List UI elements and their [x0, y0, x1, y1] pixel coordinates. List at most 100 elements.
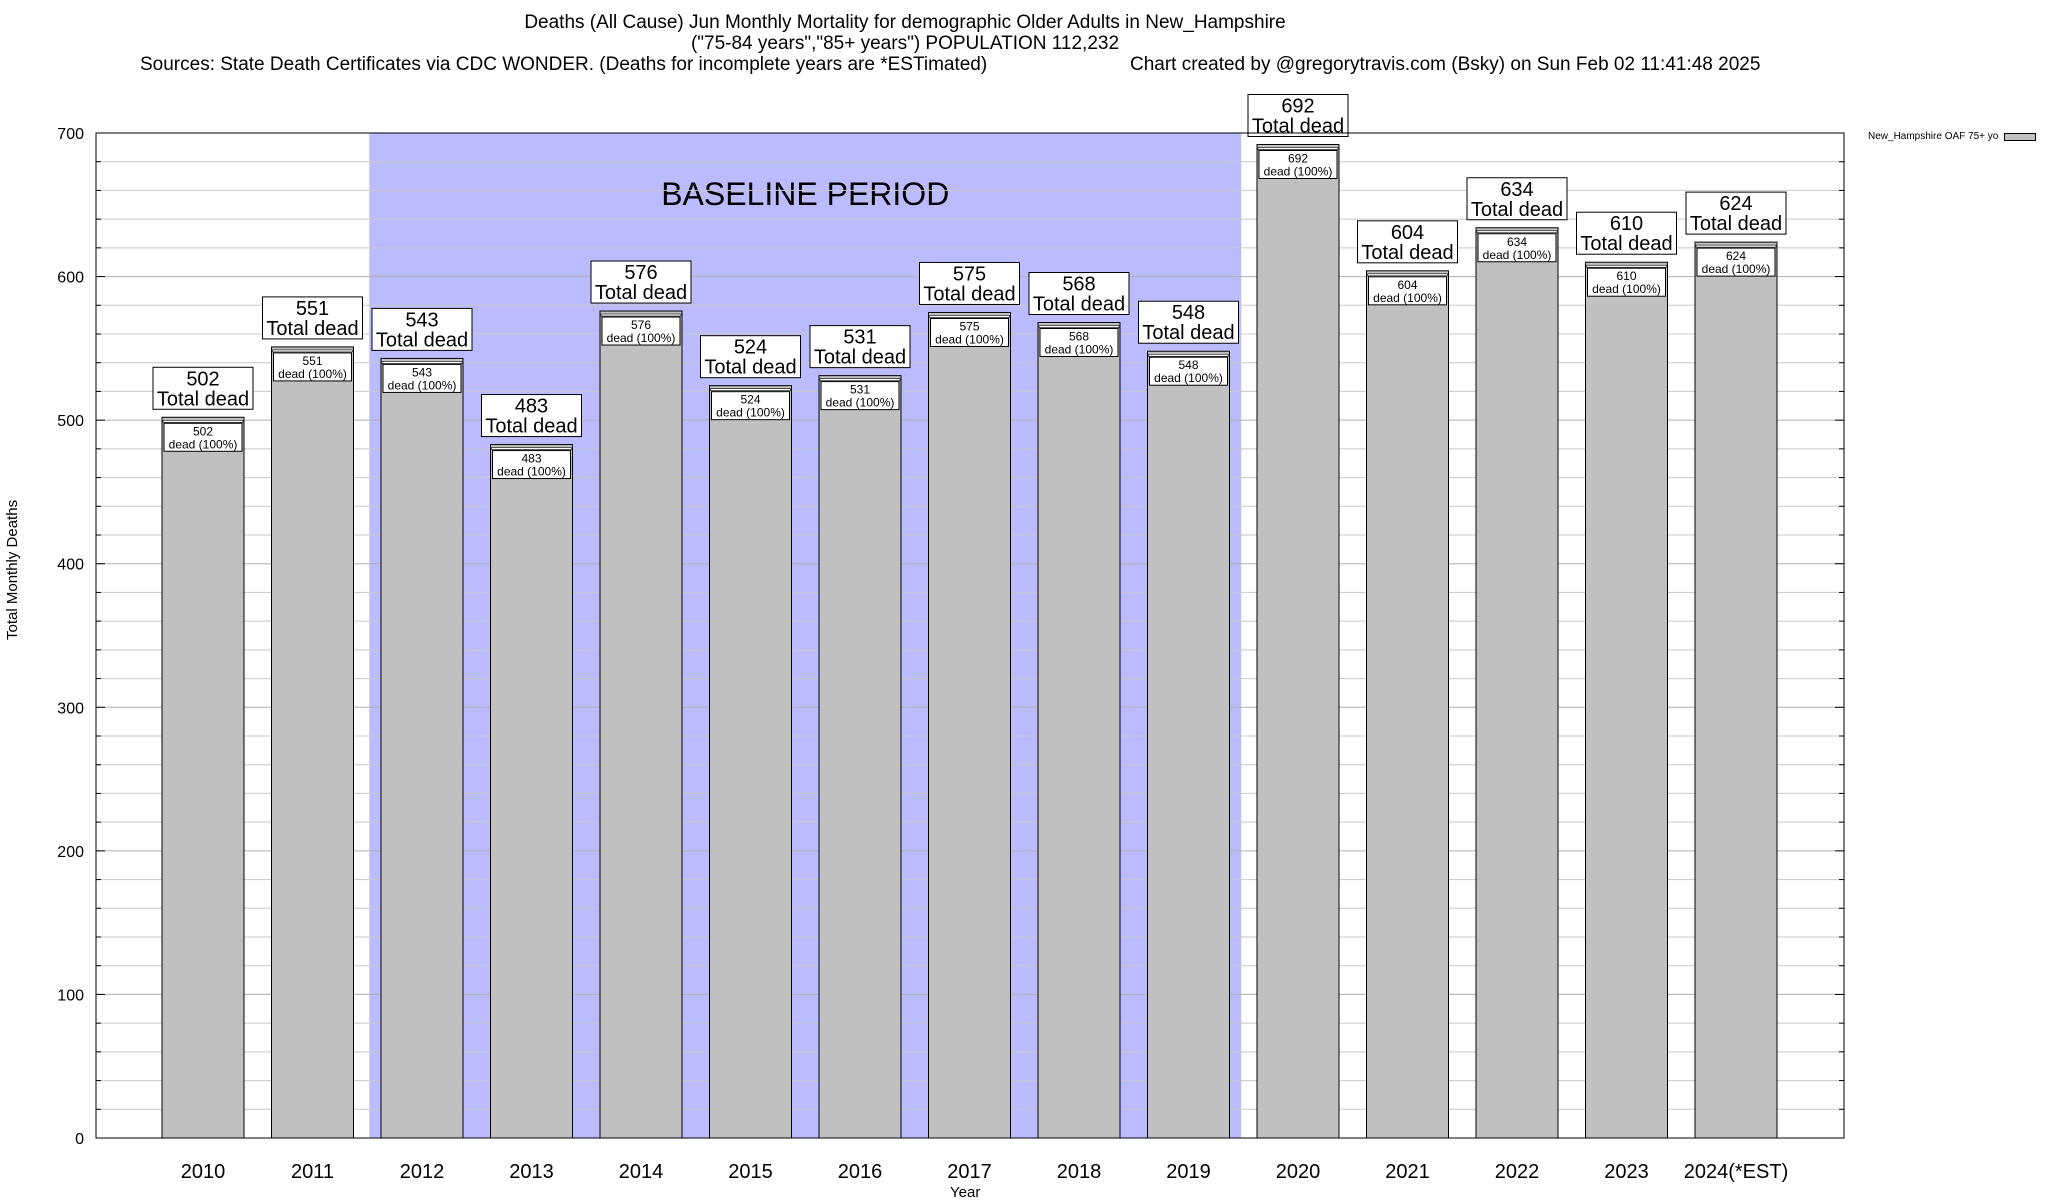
bar-value-label: 551 [296, 298, 329, 320]
bar [1256, 143, 1340, 1139]
bar-total-dead-label: Total dead [1252, 115, 1344, 137]
bar-total-dead-label: Total dead [923, 283, 1015, 305]
bar-inner-value: 634 [1507, 235, 1527, 249]
bar-top-segment [162, 419, 244, 423]
bar-value-label: 543 [405, 309, 438, 331]
bar-inner-label-box [273, 352, 352, 382]
y-tick-label: 200 [57, 844, 84, 861]
x-tick-label: 2021 [1385, 1161, 1430, 1183]
bar-outer-label-box [1028, 272, 1130, 316]
plot-frame [95, 132, 1845, 1139]
y-tick-label: 600 [57, 270, 84, 287]
bar-outer-label-box [262, 296, 363, 340]
bar-inner-label-box [1368, 276, 1447, 306]
bar-total-dead-label: Total dead [1580, 233, 1672, 255]
bar-value-label: 575 [953, 263, 986, 285]
bar-inner-percent: dead (100%) [497, 465, 566, 479]
bar-inner-label-box [820, 381, 900, 411]
bar-inner-percent: dead (100%) [1702, 262, 1771, 276]
bar-top-segment [272, 349, 353, 353]
x-tick-label: 2012 [400, 1161, 445, 1183]
bar-value-label: 576 [624, 262, 657, 284]
bar-outer-label-box [590, 260, 692, 304]
bar-top-segment [1476, 230, 1558, 234]
bar-inner-label-box [1696, 247, 1776, 277]
bar-total-dead-label: Total dead [595, 282, 687, 304]
bar-inner-label-box [1477, 233, 1557, 263]
chart-sources: Sources: State Death Certificates via CD… [140, 54, 988, 75]
bar-outer-label-box [481, 394, 582, 438]
bar-inner-percent: dead (100%) [826, 396, 895, 410]
bar [928, 311, 1011, 1139]
bar-outer-label-box [1357, 220, 1458, 264]
bar-total-dead-label: Total dead [1471, 199, 1563, 221]
bar-inner-percent: dead (100%) [607, 331, 676, 345]
bar-inner-value: 543 [412, 365, 432, 379]
bar-inner-percent: dead (100%) [1483, 248, 1552, 262]
bar-top-segment [819, 378, 901, 381]
legend-label: New_Hampshire OAF 75+ yo [1868, 131, 1999, 142]
bar-top-segment [1695, 244, 1777, 248]
y-tick-label: 400 [57, 557, 84, 574]
y-tick-label: 300 [57, 700, 84, 717]
bar-inner-value: 524 [740, 393, 760, 407]
bar-top-segment [929, 315, 1010, 318]
chart-legend: New_Hampshire OAF 75+ yo [1868, 131, 2037, 142]
x-tick-label: 2011 [291, 1161, 334, 1183]
bar [1366, 270, 1449, 1139]
bar-inner-percent: dead (100%) [935, 332, 1004, 346]
bar-inner-value: 610 [1616, 269, 1636, 283]
bar-inner-value: 576 [631, 318, 651, 332]
y-tick-label: 500 [57, 413, 84, 430]
bar-value-label: 604 [1391, 222, 1424, 244]
bar-outer-label-box [919, 261, 1020, 305]
bar-inner-value: 548 [1178, 358, 1198, 372]
bar-inner-percent: dead (100%) [388, 378, 457, 392]
bar-top-segment [1148, 353, 1229, 357]
chart-title-line-2: ("75-84 years","85+ years") POPULATION 1… [690, 33, 1120, 54]
bar-value-label: 624 [1719, 193, 1752, 215]
y-tick-label: 100 [57, 987, 84, 1004]
bar-inner-percent: dead (100%) [1045, 343, 1114, 357]
bar-inner-value: 483 [521, 452, 541, 466]
bar-inner-label-box [163, 422, 243, 452]
bar-inner-value: 604 [1397, 278, 1417, 292]
bar [818, 375, 902, 1139]
bar-total-dead-label: Total dead [1033, 294, 1125, 316]
bar-top-segment [1367, 273, 1448, 277]
bar [271, 346, 354, 1139]
bar-outer-label-box [700, 335, 801, 379]
baseline-period-label: BASELINE PERIOD [661, 176, 949, 212]
bar-outer-label-box [1685, 191, 1787, 235]
bar [1147, 350, 1230, 1139]
x-tick-label: 2013 [509, 1161, 554, 1183]
bar-inner-label-box [382, 363, 462, 393]
x-axis-label: Year [950, 1184, 981, 1201]
bar-inner-percent: dead (100%) [716, 406, 785, 420]
bar-outer-label-box [809, 325, 911, 369]
x-tick-label: 2016 [838, 1161, 883, 1183]
bar-inner-label-box [1587, 267, 1666, 297]
bar-outer-label-box [1138, 300, 1239, 344]
x-tick-label: 2023 [1604, 1161, 1649, 1183]
x-tick-label: 2014 [619, 1161, 664, 1183]
bar-total-dead-label: Total dead [376, 329, 468, 351]
bar [490, 444, 573, 1139]
bar [1694, 241, 1778, 1139]
bar-inner-label-box [601, 316, 681, 346]
bar-top-segment [1586, 264, 1667, 268]
bar-value-label: 531 [843, 327, 876, 349]
bar [1037, 322, 1121, 1139]
x-tick-label: 2019 [1166, 1161, 1211, 1183]
bar-inner-percent: dead (100%) [1592, 282, 1661, 296]
bar-total-dead-label: Total dead [814, 347, 906, 369]
bar [1585, 261, 1668, 1139]
chart-credit: Chart created by @gregorytravis.com (Bsk… [1130, 54, 1761, 75]
x-tick-label: 2010 [181, 1161, 226, 1183]
x-tick-label: 2022 [1495, 1161, 1540, 1183]
bar-top-segment [1038, 325, 1120, 328]
bar-inner-percent: dead (100%) [1154, 371, 1223, 385]
bar-value-label: 548 [1172, 302, 1205, 324]
legend-swatch [2004, 132, 2037, 141]
